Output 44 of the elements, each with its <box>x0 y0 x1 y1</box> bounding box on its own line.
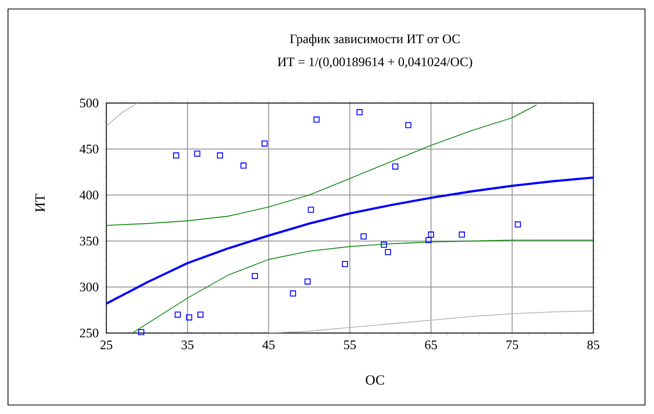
line-series <box>106 104 537 226</box>
y-tick-label: 450 <box>80 144 98 154</box>
y-axis-title: ИТ <box>35 194 45 212</box>
line-series <box>106 176 594 305</box>
x-tick-label: 25 <box>100 340 112 350</box>
point <box>428 232 434 238</box>
x-tick-label: 75 <box>506 340 518 350</box>
point <box>405 122 412 128</box>
point <box>380 242 387 248</box>
y-tick-label: 350 <box>80 236 98 246</box>
point <box>314 116 320 123</box>
point <box>252 272 258 280</box>
point <box>458 232 465 238</box>
point <box>342 260 348 268</box>
point <box>194 150 200 157</box>
point <box>392 163 398 170</box>
point <box>138 329 144 336</box>
point <box>216 152 224 159</box>
point <box>173 152 180 159</box>
x-axis-title: ОС <box>366 375 384 385</box>
y-tick-label: 500 <box>80 98 98 108</box>
point <box>308 206 314 213</box>
point <box>426 237 432 244</box>
x-tick-label: 45 <box>262 340 275 350</box>
y-tick-label: 250 <box>80 328 98 338</box>
chart-subtitle: ИТ = 1/(0,00189614 + 0,041024/ОС) <box>278 57 472 69</box>
point <box>186 314 192 320</box>
point <box>514 221 521 228</box>
y-tick-label: 400 <box>80 190 98 200</box>
x-tick-label: 85 <box>587 340 600 350</box>
point <box>174 312 181 318</box>
point <box>290 290 296 297</box>
point <box>197 312 204 318</box>
point <box>262 140 268 147</box>
point <box>384 249 392 256</box>
point <box>240 162 247 169</box>
x-tick-label: 65 <box>425 340 437 350</box>
point <box>304 278 311 285</box>
y-tick-label: 300 <box>80 282 98 292</box>
x-tick-label: 35 <box>182 340 194 350</box>
point <box>360 233 367 240</box>
chart-title: График зависимости ИТ от ОС <box>290 34 460 46</box>
x-tick-label: 55 <box>344 340 356 350</box>
point <box>356 109 363 116</box>
